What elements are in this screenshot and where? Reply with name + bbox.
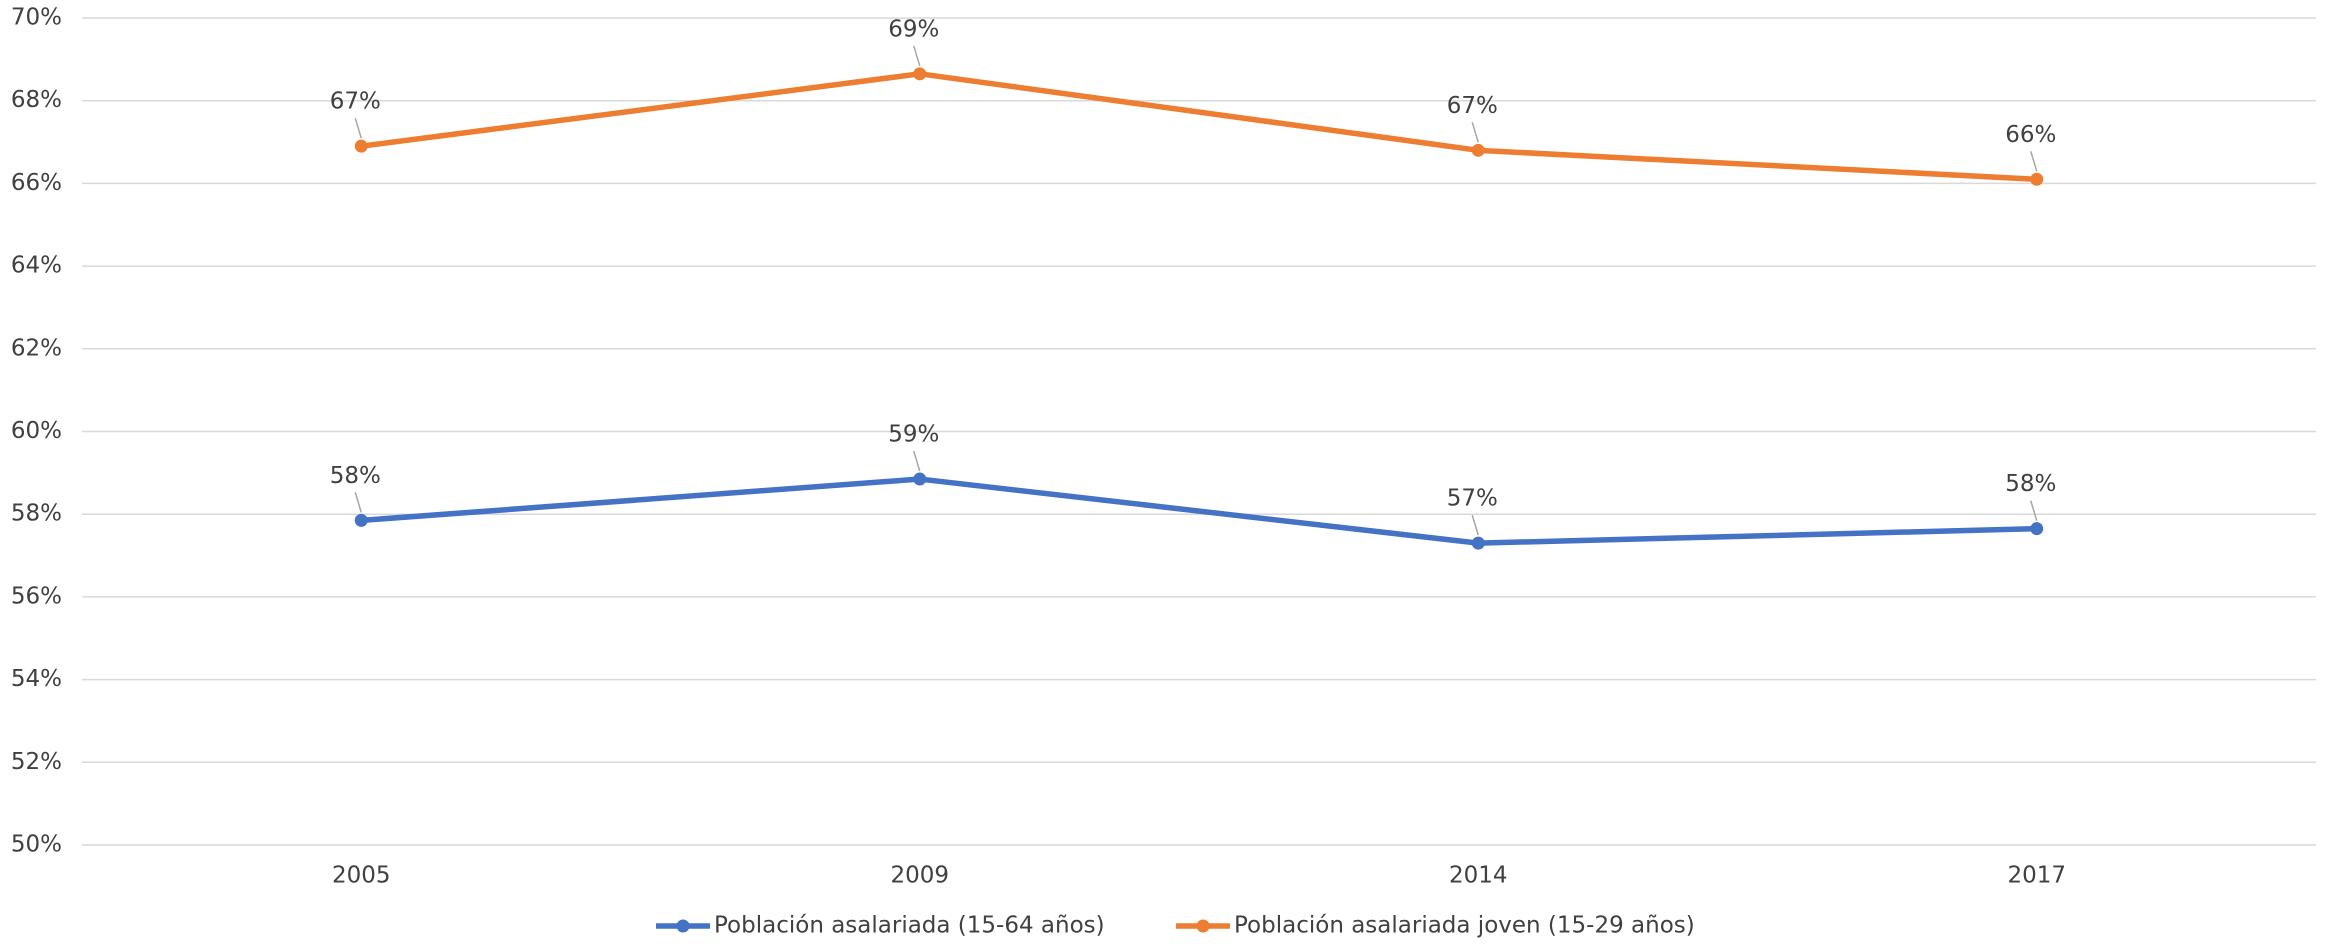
y-tick-label: 60%: [11, 418, 62, 444]
point: [913, 67, 927, 81]
data-label: 58%: [330, 463, 381, 489]
x-tick-label: 2009: [890, 863, 949, 889]
y-tick-label: 64%: [11, 253, 62, 279]
x-tick-label: 2014: [1449, 863, 1508, 889]
label-leader: [1471, 514, 1479, 536]
label-leader: [354, 117, 362, 139]
point: [2030, 172, 2044, 186]
data-label: 59%: [888, 422, 939, 448]
legend-label: Población asalariada joven (15-29 años): [1234, 913, 1695, 939]
legend-marker: [1196, 919, 1210, 933]
data-label: 66%: [2005, 122, 2056, 148]
point: [354, 513, 368, 527]
label-leader: [1471, 122, 1479, 143]
label-leader: [2030, 500, 2038, 521]
data-label: 58%: [2005, 471, 2056, 497]
y-tick-label: 62%: [11, 335, 62, 361]
x-tick-label: 2017: [2007, 863, 2066, 889]
label-leader: [913, 450, 921, 472]
label-leader: [913, 45, 921, 67]
data-label: 67%: [330, 89, 381, 115]
point: [1471, 143, 1485, 157]
label-leader: [354, 492, 362, 513]
y-tick-label: 70%: [11, 5, 62, 31]
legend-label: Población asalariada (15-64 años): [714, 913, 1105, 939]
y-tick-label: 58%: [11, 501, 62, 527]
y-tick-label: 66%: [11, 170, 62, 196]
y-tick-label: 56%: [11, 583, 62, 609]
y-tick-label: 50%: [11, 832, 62, 858]
series-line: [361, 476, 2037, 546]
x-tick-label: 2005: [332, 863, 391, 889]
data-label: 69%: [888, 16, 939, 42]
legend-marker: [676, 919, 690, 933]
point: [2030, 522, 2044, 536]
data-label: 57%: [1447, 486, 1498, 512]
y-tick-label: 52%: [11, 749, 62, 775]
point: [913, 472, 927, 486]
y-tick-label: 54%: [11, 666, 62, 692]
point: [1471, 536, 1485, 550]
series-line: [360, 71, 2037, 183]
label-leader: [2030, 151, 2038, 172]
point: [354, 139, 368, 153]
y-tick-label: 68%: [11, 87, 62, 113]
data-label: 67%: [1447, 93, 1498, 119]
